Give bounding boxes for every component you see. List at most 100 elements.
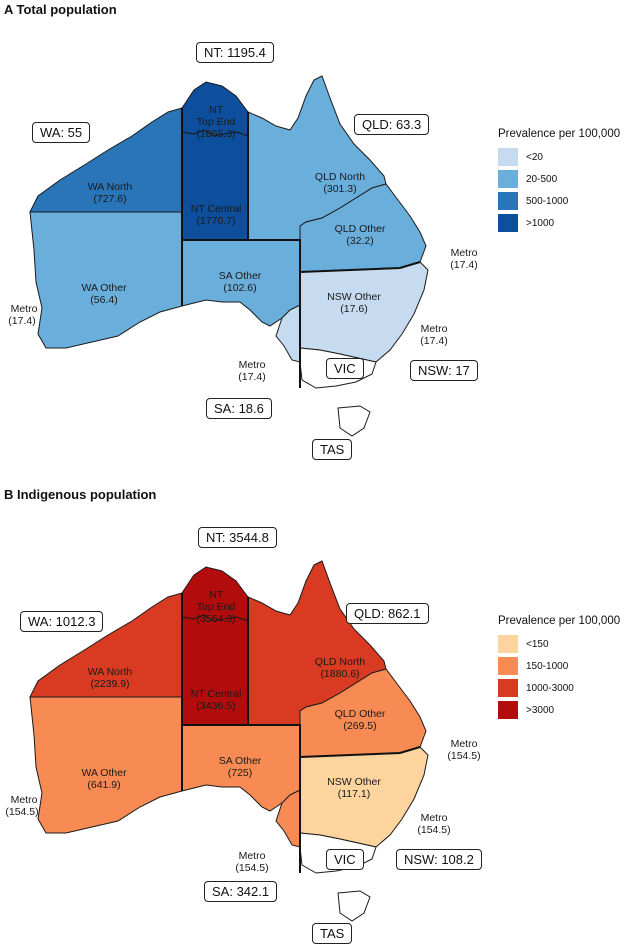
state-label-nt: NT: 1195.4 bbox=[196, 42, 274, 63]
region-wa-other bbox=[29, 211, 183, 349]
value-qld-other: (269.5) bbox=[343, 720, 376, 732]
value-wa-other: (56.4) bbox=[90, 294, 117, 306]
label-nt-top-end: Top End bbox=[197, 601, 236, 613]
legend-label: >1000 bbox=[526, 217, 555, 229]
value-wa-north: (2239.9) bbox=[90, 678, 129, 690]
state-label-wa: WA: 55 bbox=[32, 122, 91, 143]
value-metro-nsw: (17.4) bbox=[420, 335, 447, 347]
state-borders bbox=[181, 108, 421, 388]
legend-label: 1000-3000 bbox=[526, 682, 574, 694]
value-metro-qld: (17.4) bbox=[450, 259, 477, 271]
label-metro-nsw: Metro bbox=[421, 812, 448, 824]
state-label-wa: WA: 1012.3 bbox=[20, 611, 104, 632]
label-metro-qld: Metro bbox=[451, 738, 478, 750]
australia-map: WA North (727.6) WA Other (56.4) NT Top … bbox=[8, 75, 478, 437]
legend-swatch bbox=[498, 701, 518, 719]
value-metro-qld: (154.5) bbox=[447, 750, 480, 762]
label-nt-top: NT bbox=[209, 104, 224, 116]
label-wa-other: WA Other bbox=[81, 767, 127, 779]
legend: Prevalence per 100,000 <150 150-1000 100… bbox=[498, 615, 620, 721]
label-sa-other: SA Other bbox=[219, 755, 262, 767]
legend-label: 20-500 bbox=[526, 173, 558, 185]
state-label-nt: NT: 3544.8 bbox=[198, 527, 277, 548]
state-label-sa: SA: 18.6 bbox=[206, 398, 272, 419]
label-qld-north: QLD North bbox=[315, 171, 365, 183]
value-nt-top: (1065.3) bbox=[196, 128, 235, 140]
state-label-sa: SA: 342.1 bbox=[204, 881, 278, 902]
panel-indigenous-population: B Indigenous population WA North (2239.9… bbox=[0, 485, 636, 950]
legend-label: >3000 bbox=[526, 704, 555, 716]
value-sa-other: (102.6) bbox=[223, 282, 256, 294]
legend-title: Prevalence per 100,000 bbox=[498, 128, 621, 140]
australia-map: WA North (2239.9) WA Other (641.9) NT To… bbox=[5, 560, 481, 922]
legend-item: >3000 bbox=[498, 699, 620, 721]
legend-item: <150 bbox=[498, 633, 620, 655]
state-borders bbox=[181, 593, 421, 873]
label-nsw-other: NSW Other bbox=[327, 291, 381, 303]
legend-item: >1000 bbox=[498, 212, 620, 234]
panel-title: B Indigenous population bbox=[4, 487, 157, 502]
value-nsw-other: (17.6) bbox=[340, 303, 367, 315]
value-sa-other: (725) bbox=[228, 767, 253, 779]
legend-title: Prevalence per 100,000 bbox=[498, 615, 621, 627]
legend-item: 1000-3000 bbox=[498, 677, 620, 699]
label-metro-sa: Metro bbox=[239, 359, 266, 371]
value-metro-nsw: (154.5) bbox=[417, 824, 450, 836]
value-nt-top: (3564.3) bbox=[196, 613, 235, 625]
value-wa-north: (727.6) bbox=[93, 193, 126, 205]
region-sa-metro bbox=[275, 304, 301, 363]
state-label-vic: VIC bbox=[326, 358, 364, 379]
label-qld-other: QLD Other bbox=[335, 223, 386, 235]
legend-swatch bbox=[498, 192, 518, 210]
legend-swatch bbox=[498, 635, 518, 653]
value-nt-central: (3436.5) bbox=[196, 700, 235, 712]
panel-total-population: A Total population WA North (727.6) WA O… bbox=[4, 2, 620, 460]
legend-swatch bbox=[498, 657, 518, 675]
state-label-qld: QLD: 862.1 bbox=[346, 603, 429, 624]
value-qld-north: (1880.6) bbox=[320, 668, 359, 680]
value-nt-central: (1770.7) bbox=[196, 215, 235, 227]
value-nsw-other: (117.1) bbox=[338, 788, 371, 800]
value-wa-other: (641.9) bbox=[87, 779, 120, 791]
label-metro-qld: Metro bbox=[451, 247, 478, 259]
legend: Prevalence per 100,000 <20 20-500 500-10… bbox=[498, 128, 620, 234]
legend-swatch bbox=[498, 214, 518, 232]
state-label-nsw: NSW: 17 bbox=[410, 360, 478, 381]
label-metro-wa: Metro bbox=[11, 303, 38, 315]
value-metro-sa: (17.4) bbox=[238, 371, 265, 383]
legend-label: 150-1000 bbox=[526, 660, 569, 672]
state-label-tas: TAS bbox=[312, 923, 353, 944]
legend-item: 20-500 bbox=[498, 168, 620, 190]
label-wa-north: WA North bbox=[88, 666, 133, 678]
label-wa-north: WA North bbox=[88, 181, 133, 193]
label-nt-central: NT Central bbox=[191, 203, 242, 215]
state-label-qld: QLD: 63.3 bbox=[354, 114, 430, 135]
label-metro-sa: Metro bbox=[239, 850, 266, 862]
value-metro-wa: (17.4) bbox=[8, 315, 35, 327]
label-metro-nsw: Metro bbox=[421, 323, 448, 335]
state-label-nsw: NSW: 108.2 bbox=[396, 849, 482, 870]
value-metro-sa: (154.5) bbox=[235, 862, 268, 874]
state-label-tas: TAS bbox=[312, 439, 353, 460]
legend-label: 500-1000 bbox=[526, 195, 569, 207]
value-metro-wa: (154.5) bbox=[5, 806, 38, 818]
legend-item: 500-1000 bbox=[498, 190, 620, 212]
region-sa-metro bbox=[275, 789, 301, 848]
label-nt-central: NT Central bbox=[191, 688, 242, 700]
label-nsw-other: NSW Other bbox=[327, 776, 381, 788]
legend-label: <150 bbox=[526, 638, 549, 650]
region-tas bbox=[337, 405, 371, 437]
legend-swatch bbox=[498, 679, 518, 697]
legend-swatch bbox=[498, 148, 518, 166]
label-metro-wa: Metro bbox=[11, 794, 38, 806]
label-qld-north: QLD North bbox=[315, 656, 365, 668]
legend-item: <20 bbox=[498, 146, 620, 168]
label-sa-other: SA Other bbox=[219, 270, 262, 282]
legend-item: 150-1000 bbox=[498, 655, 620, 677]
state-label-vic: VIC bbox=[326, 849, 364, 870]
panel-title: A Total population bbox=[4, 2, 117, 17]
label-nt-top: NT bbox=[209, 589, 224, 601]
label-wa-other: WA Other bbox=[81, 282, 127, 294]
value-qld-other: (32.2) bbox=[346, 235, 373, 247]
region-wa-other bbox=[29, 696, 183, 834]
